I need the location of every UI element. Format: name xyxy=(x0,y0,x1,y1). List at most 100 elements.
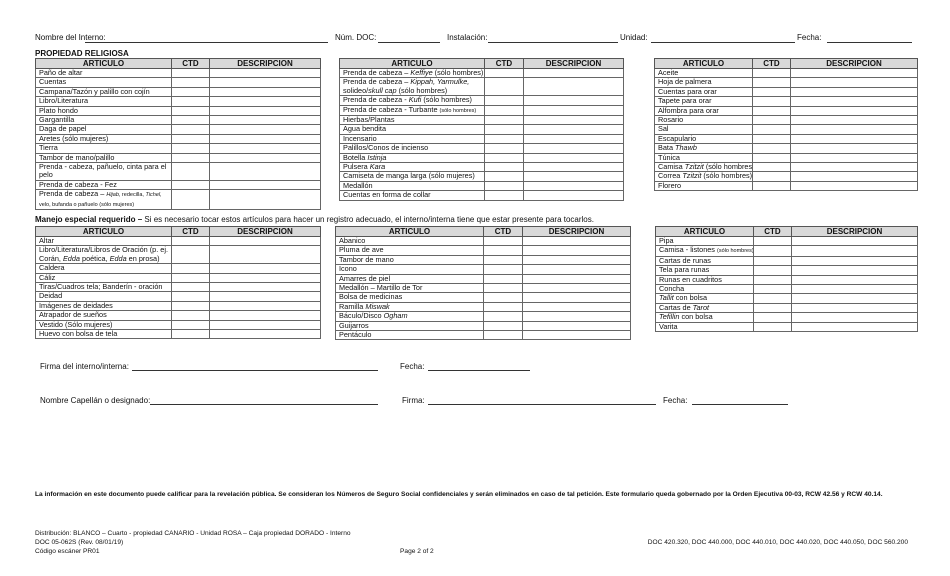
quantity-cell[interactable] xyxy=(171,189,210,211)
description-cell[interactable] xyxy=(523,115,624,126)
inmate-signature-field[interactable] xyxy=(132,370,378,371)
description-cell[interactable] xyxy=(209,77,321,88)
quantity-cell[interactable] xyxy=(752,162,791,173)
description-cell[interactable] xyxy=(523,143,624,154)
quantity-cell[interactable] xyxy=(171,319,210,331)
doc-number-field[interactable] xyxy=(378,42,440,43)
date2-field[interactable] xyxy=(692,404,788,405)
description-cell[interactable] xyxy=(522,311,631,322)
description-cell[interactable] xyxy=(522,292,631,303)
description-cell[interactable] xyxy=(791,235,918,247)
quantity-cell[interactable] xyxy=(483,264,523,275)
chaplain-signature-field[interactable] xyxy=(428,404,656,405)
description-cell[interactable] xyxy=(522,254,631,266)
description-cell[interactable] xyxy=(790,152,918,164)
description-cell[interactable] xyxy=(523,171,624,182)
quantity-cell[interactable] xyxy=(752,171,791,182)
quantity-cell[interactable] xyxy=(171,291,210,302)
quantity-cell[interactable] xyxy=(753,235,792,247)
description-cell[interactable] xyxy=(522,235,631,247)
quantity-cell[interactable] xyxy=(171,133,210,145)
quantity-cell[interactable] xyxy=(483,301,523,313)
description-cell[interactable] xyxy=(209,291,321,302)
description-cell[interactable] xyxy=(209,300,321,312)
quantity-cell[interactable] xyxy=(752,180,791,192)
quantity-cell[interactable] xyxy=(752,105,791,117)
quantity-cell[interactable] xyxy=(171,179,210,191)
quantity-cell[interactable] xyxy=(752,96,791,107)
description-cell[interactable] xyxy=(209,319,321,331)
quantity-cell[interactable] xyxy=(484,171,524,182)
quantity-cell[interactable] xyxy=(171,162,210,181)
description-cell[interactable] xyxy=(523,162,624,173)
quantity-cell[interactable] xyxy=(484,190,524,201)
description-cell[interactable] xyxy=(522,301,631,313)
description-cell[interactable] xyxy=(791,255,918,267)
description-cell[interactable] xyxy=(209,329,321,340)
description-cell[interactable] xyxy=(209,96,321,107)
description-cell[interactable] xyxy=(209,105,321,117)
description-cell[interactable] xyxy=(790,180,918,192)
quantity-cell[interactable] xyxy=(483,254,523,266)
quantity-cell[interactable] xyxy=(171,124,210,135)
description-cell[interactable] xyxy=(791,245,918,257)
quantity-cell[interactable] xyxy=(753,265,792,276)
quantity-cell[interactable] xyxy=(753,293,792,304)
quantity-cell[interactable] xyxy=(753,274,792,286)
quantity-cell[interactable] xyxy=(752,67,791,79)
description-cell[interactable] xyxy=(523,190,624,201)
description-cell[interactable] xyxy=(209,86,321,98)
unit-field[interactable] xyxy=(651,42,795,43)
quantity-cell[interactable] xyxy=(484,180,524,192)
quantity-cell[interactable] xyxy=(171,282,210,293)
description-cell[interactable] xyxy=(790,162,918,173)
quantity-cell[interactable] xyxy=(171,143,210,154)
description-cell[interactable] xyxy=(523,67,624,79)
quantity-cell[interactable] xyxy=(483,320,523,332)
quantity-cell[interactable] xyxy=(752,115,791,126)
description-cell[interactable] xyxy=(791,302,918,314)
quantity-cell[interactable] xyxy=(752,77,791,88)
description-cell[interactable] xyxy=(790,133,918,145)
quantity-cell[interactable] xyxy=(171,67,210,79)
quantity-cell[interactable] xyxy=(484,162,524,173)
description-cell[interactable] xyxy=(523,104,624,117)
description-cell[interactable] xyxy=(522,320,631,332)
quantity-cell[interactable] xyxy=(753,245,792,257)
description-cell[interactable] xyxy=(209,310,321,321)
description-cell[interactable] xyxy=(209,189,321,211)
quantity-cell[interactable] xyxy=(484,67,524,79)
description-cell[interactable] xyxy=(523,133,624,145)
quantity-cell[interactable] xyxy=(171,105,210,117)
quantity-cell[interactable] xyxy=(171,152,210,164)
description-cell[interactable] xyxy=(791,284,918,295)
description-cell[interactable] xyxy=(791,312,918,323)
description-cell[interactable] xyxy=(209,133,321,145)
description-cell[interactable] xyxy=(522,264,631,275)
quantity-cell[interactable] xyxy=(752,143,791,154)
description-cell[interactable] xyxy=(790,77,918,88)
description-cell[interactable] xyxy=(791,274,918,286)
description-cell[interactable] xyxy=(523,95,624,106)
quantity-cell[interactable] xyxy=(483,245,523,256)
quantity-cell[interactable] xyxy=(483,273,523,285)
quantity-cell[interactable] xyxy=(171,329,210,340)
description-cell[interactable] xyxy=(791,265,918,276)
quantity-cell[interactable] xyxy=(171,115,210,126)
date-field[interactable] xyxy=(827,42,912,43)
description-cell[interactable] xyxy=(791,293,918,304)
description-cell[interactable] xyxy=(209,179,321,191)
description-cell[interactable] xyxy=(209,263,321,274)
facility-field[interactable] xyxy=(488,42,618,43)
quantity-cell[interactable] xyxy=(752,152,791,164)
description-cell[interactable] xyxy=(790,96,918,107)
quantity-cell[interactable] xyxy=(171,272,210,284)
description-cell[interactable] xyxy=(523,180,624,192)
description-cell[interactable] xyxy=(523,77,624,97)
quantity-cell[interactable] xyxy=(753,302,792,314)
quantity-cell[interactable] xyxy=(753,284,792,295)
quantity-cell[interactable] xyxy=(483,292,523,303)
quantity-cell[interactable] xyxy=(171,300,210,312)
description-cell[interactable] xyxy=(209,124,321,135)
date1-field[interactable] xyxy=(428,370,530,371)
